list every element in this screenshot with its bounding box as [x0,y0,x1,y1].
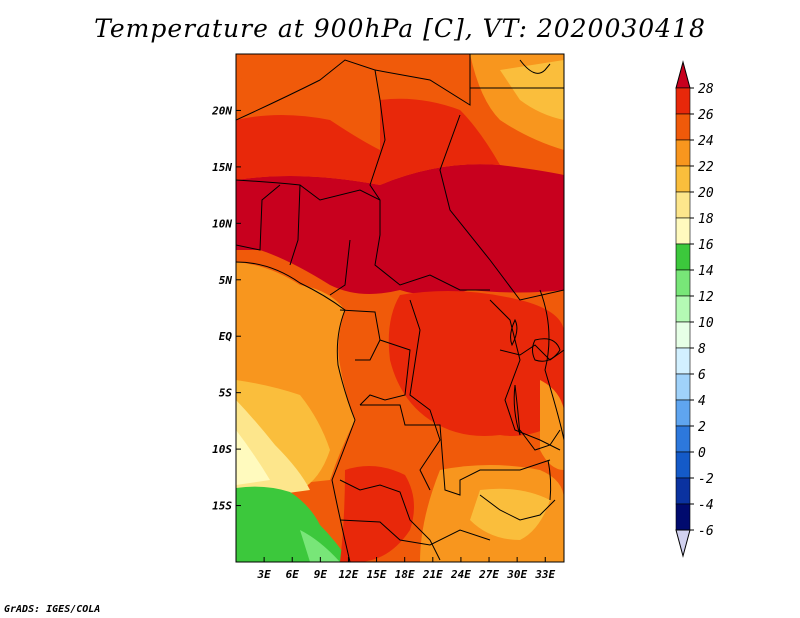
colorbar-label: 8 [698,342,706,357]
colorbar-top-arrow [675,60,691,89]
colorbar-swatch [675,87,691,115]
colorbar-swatch [675,191,691,219]
lake-malawi [547,459,552,501]
latitude-axis: 20N 15N 10N 5N EQ 5S 10S 15S [211,104,241,513]
colorbar-swatch [675,269,691,297]
colorbar-label: 20 [698,186,714,201]
lon-tick-label: 12E [339,568,359,581]
atlantic-coastline [236,261,356,562]
colorbar-label: 12 [698,290,714,305]
field-sahel-hot [236,164,564,295]
lat-tick-label: 5N [219,274,233,287]
colorbar-label: 16 [698,238,714,253]
lake-albert [510,318,518,347]
lat-tick-label: 20N [211,104,232,117]
lat-tick-label: 15S [212,500,232,513]
colorbar-label: -2 [698,472,714,487]
colorbar-label: 26 [698,108,714,123]
lat-tick-label: 5S [219,387,233,400]
field-southeast-mild [470,488,550,540]
field-central-north-warm [380,98,500,185]
field-northeast-cooler [500,60,564,120]
field-congo-warm [388,291,564,436]
lat-tick-label: 10S [212,443,232,456]
colorbar-swatch [675,399,691,427]
map-title: Temperature at 900hPa [C], VT: 202003041… [94,14,706,43]
lon-tick-label: 24E [450,568,471,581]
colorbar-bottom-arrow [675,529,691,558]
colorbar-label: 2 [698,420,706,435]
lat-tick-label: 10N [212,217,232,230]
lon-tick-label: 3E [256,568,271,581]
grads-footer: GrADS: IGES/COLA [4,604,101,615]
colorbar-label: 28 [698,82,714,97]
colorbar-swatch [675,321,691,349]
country-borders [236,54,564,561]
lon-tick-label: 27E [478,568,499,581]
lon-tick-label: 15E [367,568,387,581]
colorbar-swatch [675,295,691,323]
east-coastline [539,289,564,441]
lake-victoria [532,338,561,362]
colorbar-swatch [675,451,691,479]
lon-tick-label: 9E [314,568,328,581]
colorbar-swatch [675,503,691,531]
colorbar-label: 0 [698,446,706,461]
colorbar-label: 10 [698,316,714,331]
colorbar-label: 24 [698,134,714,149]
colorbar-swatch [675,347,691,375]
colorbar-label: 22 [698,160,714,175]
field-southwest-lightgreen [300,530,340,562]
field-east-coast [540,380,564,470]
colorbar-label: -4 [698,498,714,513]
red-sea-coast [519,59,551,74]
lon-tick-label: 33E [534,568,555,581]
lake-tanganyika [513,384,521,436]
colorbar-label: -6 [698,524,714,539]
colorbar-label: 6 [698,368,706,383]
colorbar-swatch [675,139,691,167]
colorbar-swatch [675,477,691,505]
colorbar-label: 14 [698,264,714,279]
colorbar-swatch [675,373,691,401]
lon-tick-label: 6E [286,568,300,581]
colorbar-swatch [675,113,691,141]
lat-tick-label: 15N [212,161,232,174]
colorbar-swatch [675,425,691,453]
longitude-axis: 3E 6E 9E 12E 15E 18E 21E 24E 27E 30E 33E [256,557,556,581]
field-atlantic-coolest [236,430,270,485]
lon-tick-label: 21E [422,568,443,581]
lon-tick-label: 30E [506,568,527,581]
colorbar-swatch [675,243,691,271]
field-southwest-green [236,486,350,562]
lat-tick-label: EQ [219,330,233,343]
map-frame [235,53,565,563]
temperature-field [236,54,564,562]
colorbar-label: 4 [698,394,706,409]
field-northwest-warm [236,115,380,185]
colorbar-swatch [675,165,691,193]
colorbar-swatch [675,217,691,245]
colorbar-label: 18 [698,212,714,227]
lon-tick-label: 18E [395,568,415,581]
